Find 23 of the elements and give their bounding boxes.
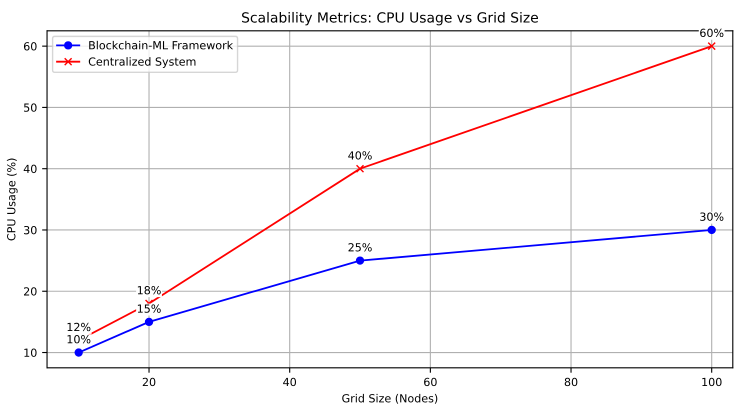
y-tick-label: 40 xyxy=(24,164,37,174)
legend-label: Blockchain-ML Framework xyxy=(89,40,234,50)
data-label: 18% xyxy=(138,286,161,294)
y-tick-label: 10 xyxy=(24,348,37,357)
y-tick-label: 50 xyxy=(24,103,37,112)
x-tick-label: 20 xyxy=(142,378,156,386)
x-tick-label: 60 xyxy=(424,378,437,386)
data-label: 60% xyxy=(700,28,724,38)
legend-label: Centralized System xyxy=(88,57,196,68)
y-axis-title: CPU Usage (%) xyxy=(6,158,18,240)
chart-title: Scalability Metrics: CPU Usage vs Grid Size xyxy=(242,12,538,26)
data-label: 12% xyxy=(68,322,90,332)
y-tick-label: 60 xyxy=(24,42,37,51)
data-label: 30% xyxy=(700,212,724,221)
x-tick-label: 80 xyxy=(564,378,578,386)
y-tick-label: 20 xyxy=(24,287,37,296)
data-label: 15% xyxy=(138,304,161,313)
x-axis-title: Grid Size (Nodes) xyxy=(342,394,438,404)
data-label: 40% xyxy=(348,151,372,160)
x-tick-label: 100 xyxy=(702,378,722,386)
data-label: 25% xyxy=(348,243,372,252)
x-tick-label: 40 xyxy=(283,378,296,386)
y-tick-label: 30 xyxy=(24,226,37,234)
